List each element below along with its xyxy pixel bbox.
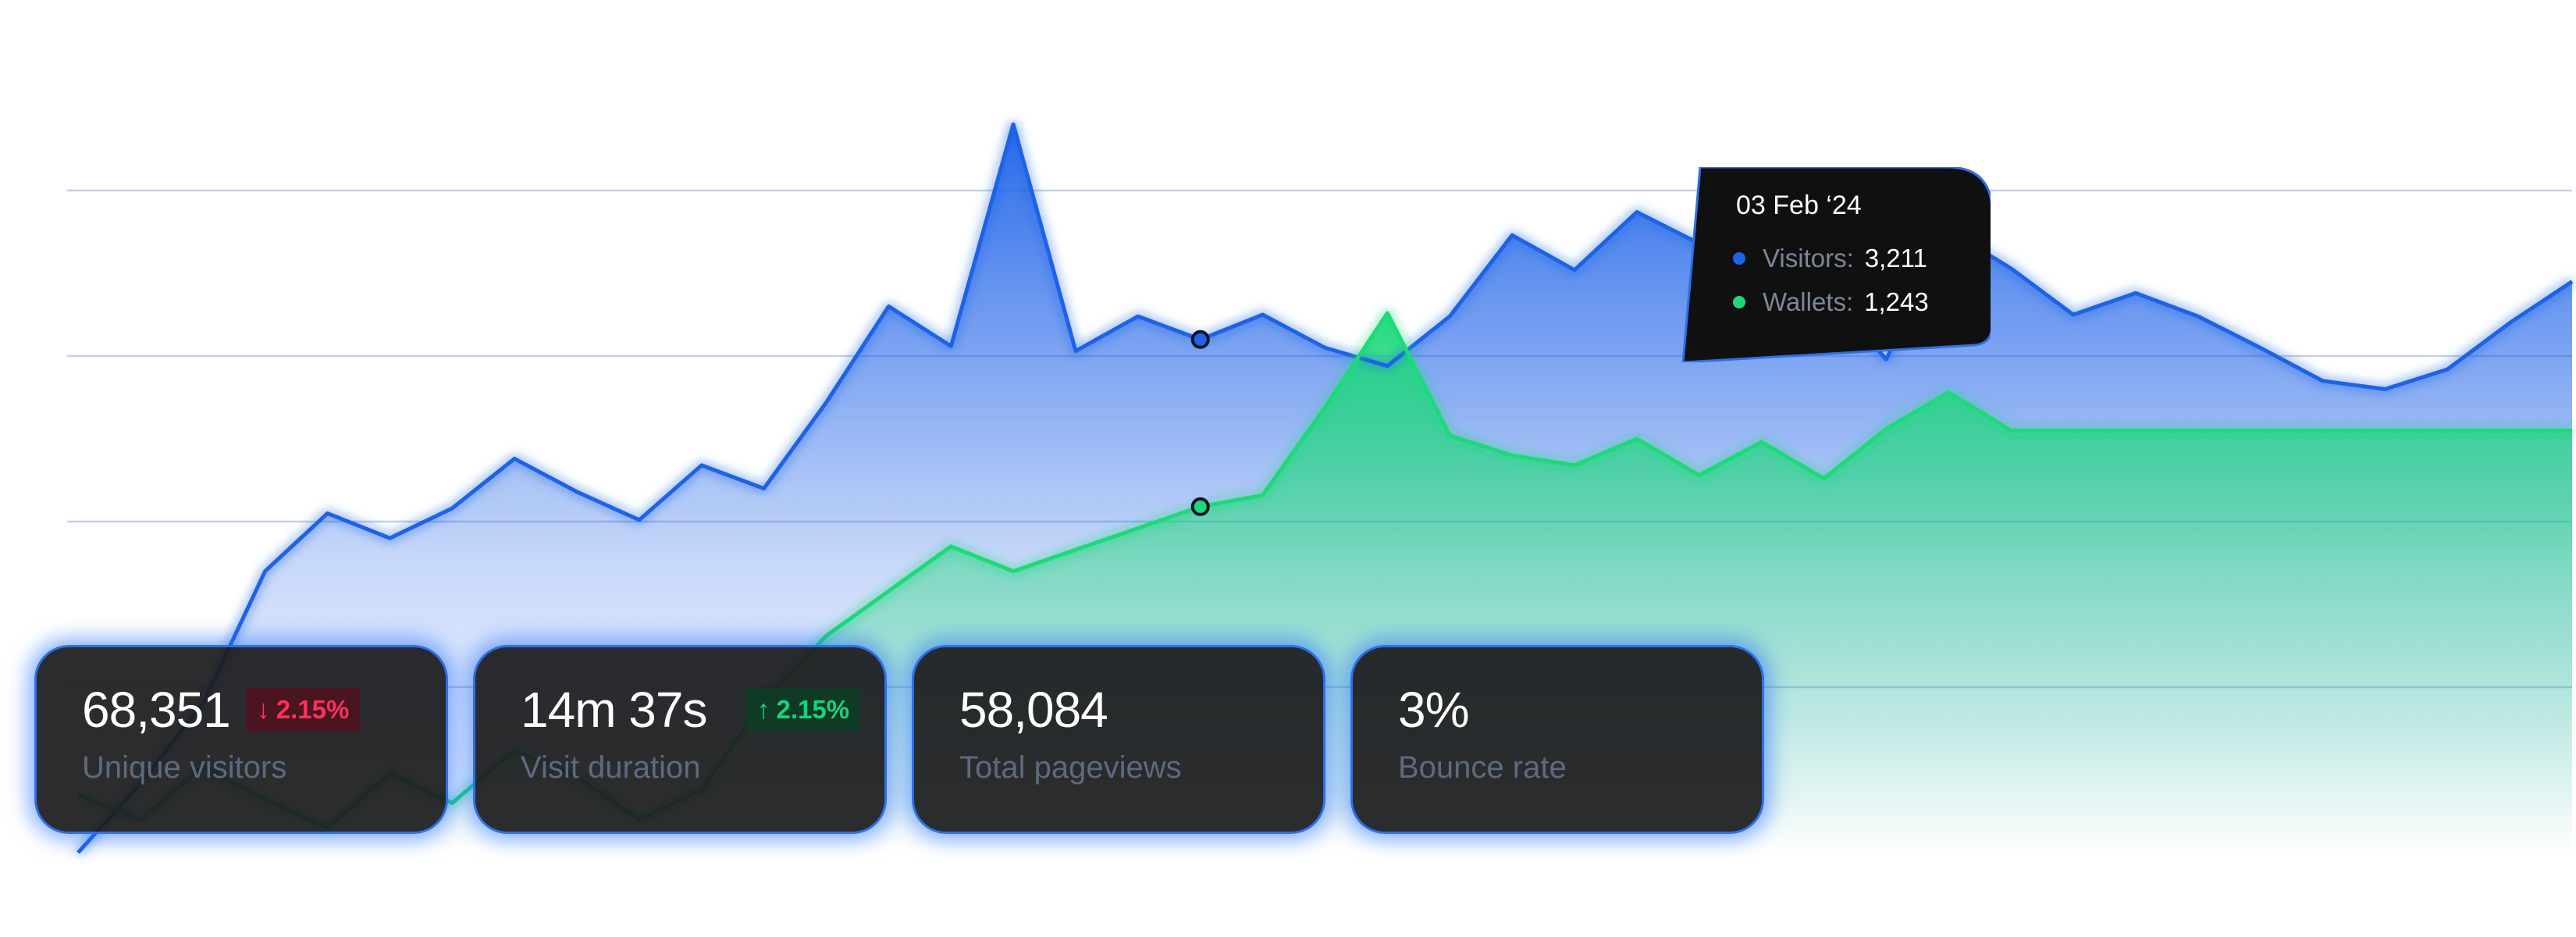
trend-percent: 2.15% (276, 695, 350, 724)
trend-badge-down: ↓ 2.15% (245, 688, 361, 732)
visitors-legend-dot (1733, 252, 1745, 265)
stat-label: Visit duration (521, 750, 701, 785)
visitors-point-marker[interactable] (1190, 330, 1210, 349)
stat-label: Bounce rate (1398, 750, 1567, 785)
stat-label: Unique visitors (82, 750, 287, 785)
stat-value: 14m 37s (521, 682, 707, 738)
stat-card-visit-duration[interactable]: 14m 37s ↑ 2.15% Visit duration (473, 645, 887, 834)
arrow-up-icon: ↑ (756, 694, 770, 725)
wallets-area (78, 312, 2572, 853)
stat-value: 58,084 (959, 682, 1108, 738)
wallets-point-marker[interactable] (1190, 497, 1210, 516)
highlight-markers (1190, 330, 1210, 516)
tooltip-series-value: 1,243 (1864, 287, 1929, 316)
stat-label: Total pageviews (959, 750, 1182, 785)
tooltip-series-name: Visitors: (1763, 244, 1854, 273)
tooltip-row-visitors: Visitors: 3,211 (1733, 244, 1927, 273)
stat-card-total-pageviews[interactable]: 58,084 Total pageviews (912, 645, 1325, 834)
stat-value: 3% (1398, 682, 1469, 738)
tooltip-series-value: 3,211 (1864, 244, 1927, 273)
tooltip-series-name: Wallets: (1763, 287, 1854, 316)
chart-tooltip: 03 Feb ‘24 Visitors: 3,211 Wallets: 1,24… (1678, 167, 1991, 362)
visitors-line (76, 122, 2574, 854)
tooltip-bubble (1681, 167, 1991, 362)
tooltip-row-wallets: Wallets: 1,243 (1733, 287, 1929, 317)
arrow-down-icon: ↓ (256, 694, 270, 725)
stat-card-unique-visitors[interactable]: 68,351 ↓ 2.15% Unique visitors (34, 645, 448, 834)
stat-card-bounce-rate[interactable]: 3% Bounce rate (1350, 645, 1764, 834)
tooltip-date: 03 Feb ‘24 (1736, 191, 1862, 220)
trend-percent: 2.15% (776, 695, 850, 724)
stat-value: 68,351 (82, 682, 231, 738)
wallets-legend-dot (1733, 296, 1745, 308)
trend-badge-up: ↑ 2.15% (745, 688, 861, 732)
